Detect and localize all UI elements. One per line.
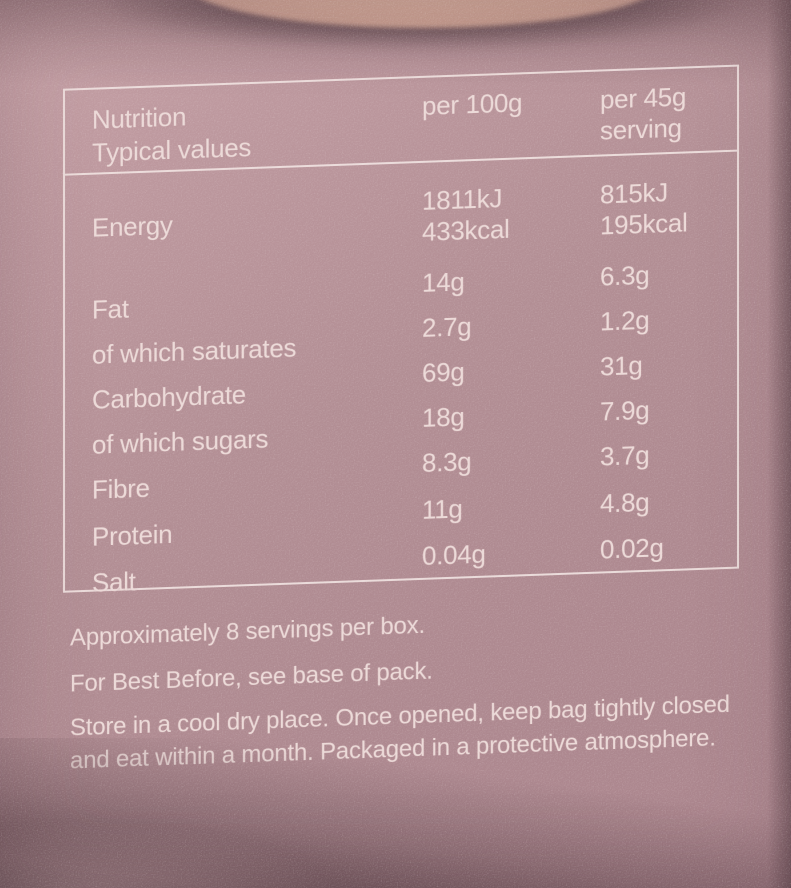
value-per-100g: 0.04g [422, 538, 486, 571]
value-per-serving: 4.8g [600, 486, 650, 519]
table-title: Nutrition Typical values [92, 101, 252, 168]
value-per-serving: 815kJ 195kcal [600, 177, 688, 241]
bottom-shadow-band [0, 738, 791, 888]
column-header-per-100g: per 100g [422, 87, 523, 121]
column-header-per-serving: per 45g serving [600, 81, 687, 146]
value-per-100g: 8.3g [422, 446, 472, 478]
note-best-before: For Best Before, see base of pack. [70, 657, 433, 698]
value-per-serving: 3.7g [600, 439, 650, 472]
note-servings-per-box: Approximately 8 servings per box. [70, 611, 425, 652]
row-label: Energy [92, 209, 173, 243]
nutrition-table: Nutrition Typical values per 100g per 45… [63, 64, 739, 598]
value-per-100g: 1811kJ 433kcal [422, 183, 510, 247]
value-per-serving: 0.02g [600, 532, 664, 565]
nutrition-table-body: Energy 1811kJ 433kcal 815kJ 195kcal Fat … [65, 152, 737, 600]
